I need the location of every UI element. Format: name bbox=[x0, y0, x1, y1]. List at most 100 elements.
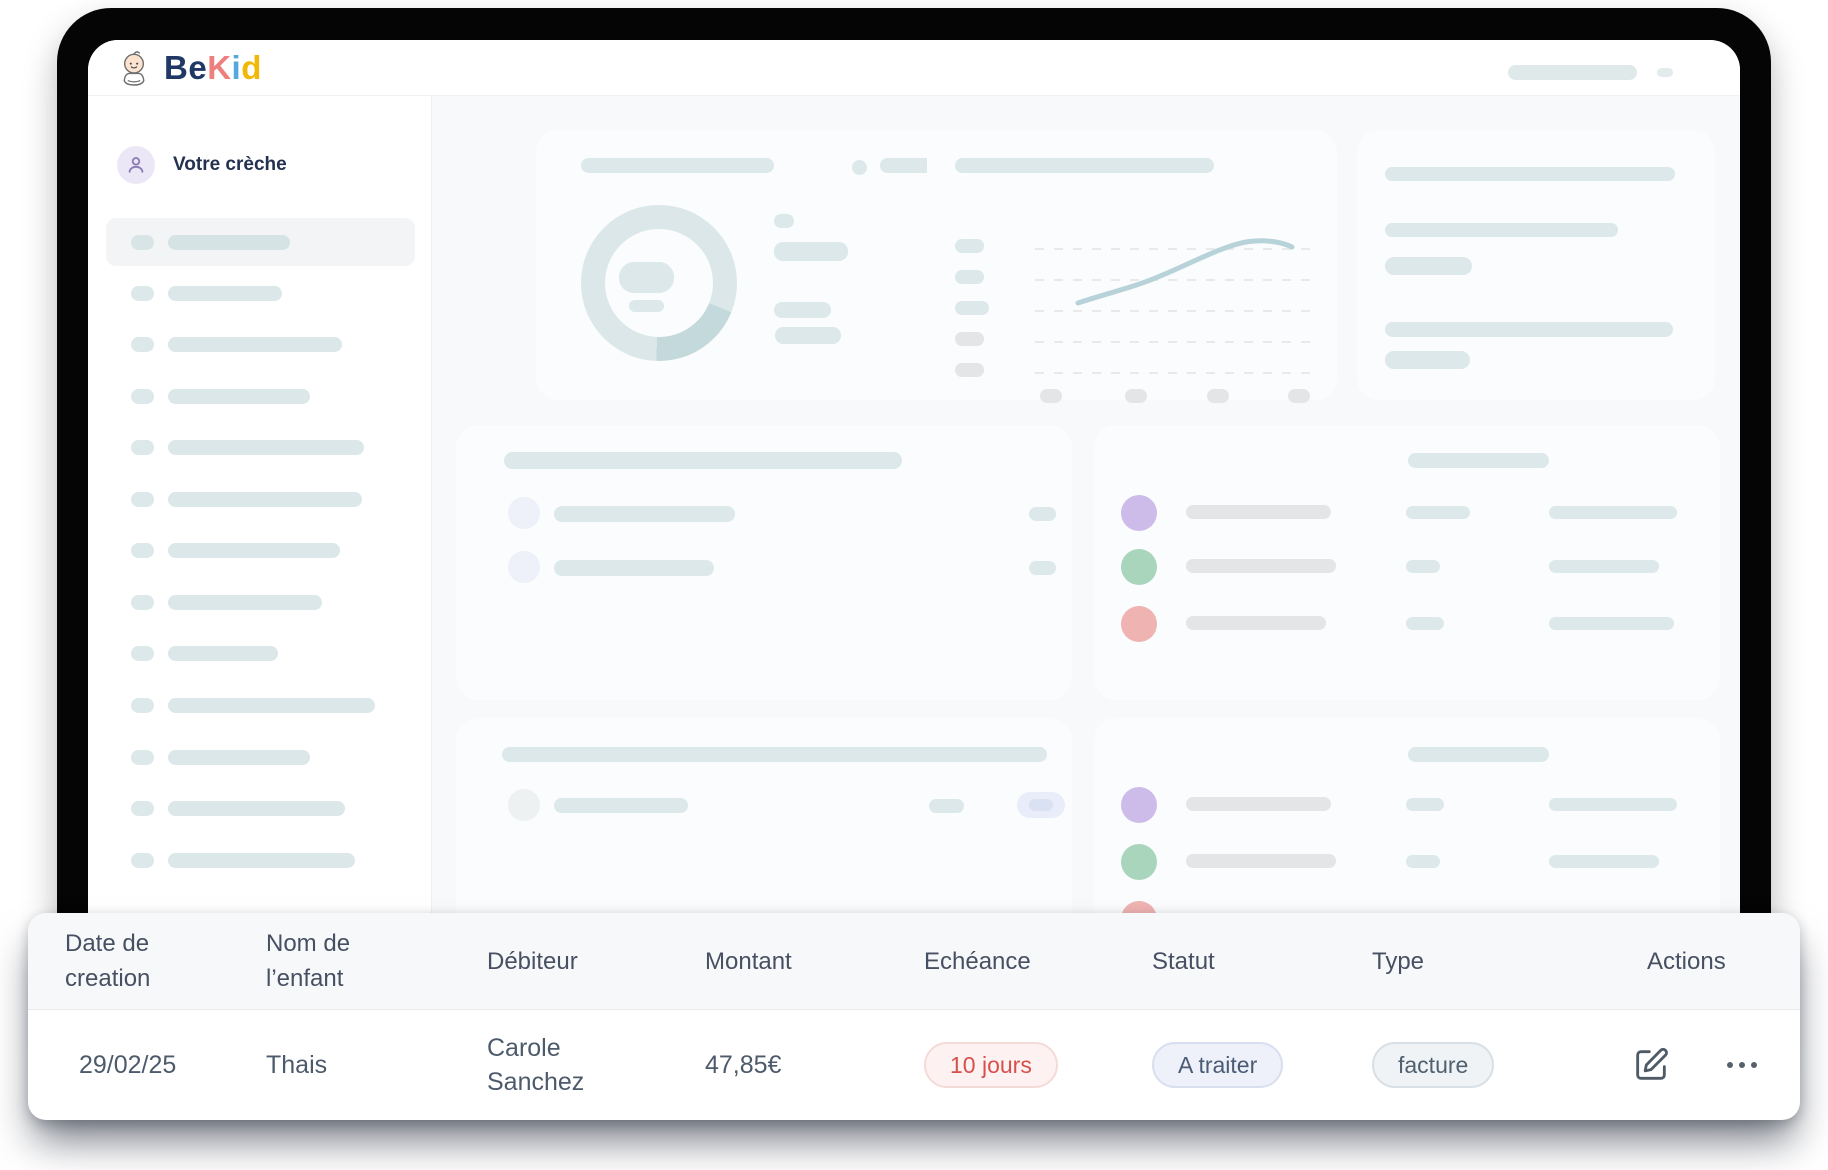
skeleton-bar bbox=[168, 646, 278, 661]
axis-tick-skeleton bbox=[955, 301, 989, 315]
skeleton-bar bbox=[775, 327, 841, 344]
creche-avatar[interactable] bbox=[117, 146, 155, 184]
trend-line bbox=[1075, 238, 1295, 306]
skeleton-bar bbox=[1029, 561, 1056, 575]
logo-letter: Be bbox=[164, 49, 208, 86]
donut-chart-skeleton bbox=[581, 205, 737, 361]
line-chart-card-skeleton bbox=[927, 130, 1337, 403]
type-badge: facture bbox=[1372, 1041, 1495, 1088]
gridline bbox=[1035, 341, 1320, 343]
axis-tick-skeleton bbox=[1288, 389, 1310, 403]
skeleton-bar bbox=[629, 300, 664, 312]
invoices-table: Date de creation Nom de l’enfant Débiteu… bbox=[28, 913, 1800, 1120]
sidebar-item-skeleton[interactable] bbox=[106, 733, 415, 781]
axis-tick-skeleton bbox=[955, 239, 984, 253]
skeleton-bar bbox=[1406, 560, 1440, 573]
sidebar-item-icon-skeleton bbox=[131, 337, 154, 352]
skeleton-bar bbox=[774, 302, 831, 318]
skeleton-bar bbox=[168, 543, 340, 558]
cell-date-creation: 29/02/25 bbox=[79, 1050, 177, 1079]
more-options-button[interactable] bbox=[1727, 1061, 1757, 1068]
sidebar-item-skeleton[interactable] bbox=[106, 475, 415, 523]
due-badge: 10 jours bbox=[924, 1041, 1058, 1088]
skeleton-bar bbox=[1549, 798, 1677, 811]
column-header-debiteur: Débiteur bbox=[487, 947, 578, 975]
column-header-echeance: Echéance bbox=[924, 947, 1031, 975]
sidebar-item-skeleton[interactable] bbox=[106, 320, 415, 368]
sidebar-item-skeleton[interactable] bbox=[106, 423, 415, 471]
skeleton-bar bbox=[774, 214, 794, 228]
gridline bbox=[1035, 310, 1320, 312]
skeleton-bar bbox=[1385, 257, 1472, 275]
sidebar-item-skeleton[interactable] bbox=[106, 681, 415, 729]
skeleton-bar bbox=[581, 158, 774, 173]
status-badge: A traiter bbox=[1152, 1041, 1284, 1088]
avatar-red bbox=[1121, 606, 1157, 642]
user-menu-skeleton[interactable] bbox=[1508, 65, 1637, 80]
logo-letter: d bbox=[241, 49, 262, 86]
user-menu-caret-skeleton[interactable] bbox=[1657, 68, 1673, 77]
sidebar-item-skeleton[interactable] bbox=[106, 836, 415, 884]
skeleton-bar bbox=[1406, 617, 1444, 630]
sidebar: Votre crèche bbox=[88, 96, 432, 1020]
skeleton-bar bbox=[929, 799, 964, 813]
sidebar-item-icon-skeleton bbox=[131, 646, 154, 661]
baby-logo-icon bbox=[123, 51, 145, 86]
skeleton-bar bbox=[168, 698, 375, 713]
sidebar-item-skeleton[interactable] bbox=[106, 269, 415, 317]
skeleton-bar bbox=[1385, 167, 1675, 181]
skeleton-bar bbox=[504, 452, 902, 469]
stats-donut-card-skeleton bbox=[536, 130, 996, 400]
skeleton-bar bbox=[1186, 616, 1326, 630]
skeleton-bar bbox=[1549, 855, 1659, 868]
skeleton-bar bbox=[1549, 560, 1659, 573]
edit-button[interactable] bbox=[1631, 1045, 1671, 1085]
skeleton-bar bbox=[880, 158, 934, 173]
skeleton-bar bbox=[955, 158, 1214, 173]
cell-statut: A traiter bbox=[1152, 1041, 1372, 1088]
sidebar-item-skeleton[interactable] bbox=[106, 526, 415, 574]
skeleton-bar bbox=[1186, 505, 1331, 519]
avatar-purple bbox=[1121, 787, 1157, 823]
skeleton-bar bbox=[1406, 798, 1444, 811]
sidebar-item-skeleton[interactable] bbox=[106, 629, 415, 677]
sidebar-item-skeleton[interactable] bbox=[106, 372, 415, 420]
sidebar-item-skeleton[interactable] bbox=[106, 578, 415, 626]
more-options-icon bbox=[1751, 1061, 1757, 1068]
skeleton-bar bbox=[1408, 453, 1549, 468]
cell-debiteur: Carole Sanchez bbox=[487, 1033, 585, 1096]
more-options-icon bbox=[1727, 1061, 1733, 1068]
skeleton-bar bbox=[1186, 797, 1331, 811]
cell-nom-enfant: Thais bbox=[266, 1050, 328, 1079]
table-row: 29/02/25 Thais Carole Sanchez 47,85€ 10 … bbox=[28, 1010, 1800, 1119]
sidebar-item-icon-skeleton bbox=[131, 543, 154, 558]
list-avatar-skeleton bbox=[508, 551, 540, 583]
table-header-row: Date de creation Nom de l’enfant Débiteu… bbox=[28, 913, 1800, 1010]
cell-montant: 47,85€ bbox=[705, 1050, 782, 1079]
sidebar-item-icon-skeleton bbox=[131, 235, 154, 250]
skeleton-bar bbox=[168, 853, 355, 868]
sidebar-item-icon-skeleton bbox=[131, 853, 154, 868]
skeleton-bar bbox=[1408, 747, 1549, 762]
sidebar-item-icon-skeleton bbox=[131, 750, 154, 765]
skeleton-bar bbox=[168, 286, 282, 301]
avatar-green bbox=[1121, 844, 1157, 880]
column-header-date-creation: Date de creation bbox=[65, 930, 151, 992]
avatar-green bbox=[1121, 549, 1157, 585]
sidebar-item-skeleton[interactable] bbox=[106, 784, 415, 832]
sidebar-item-icon-skeleton bbox=[131, 389, 154, 404]
activity-card-skeleton bbox=[1094, 425, 1720, 700]
creche-name-label[interactable]: Votre crèche bbox=[173, 154, 287, 175]
sidebar-item-skeleton-active[interactable] bbox=[106, 218, 415, 266]
axis-tick-skeleton bbox=[1207, 389, 1229, 403]
sidebar-item-icon-skeleton bbox=[131, 698, 154, 713]
skeleton-bar bbox=[1385, 223, 1618, 237]
skeleton-bar bbox=[1186, 559, 1336, 573]
skeleton-bar bbox=[168, 750, 310, 765]
gridline bbox=[1035, 248, 1320, 250]
summary-card-skeleton bbox=[1357, 130, 1715, 400]
column-header-type: Type bbox=[1372, 947, 1425, 975]
gridline bbox=[1035, 372, 1320, 374]
skeleton-bar bbox=[1385, 322, 1673, 337]
